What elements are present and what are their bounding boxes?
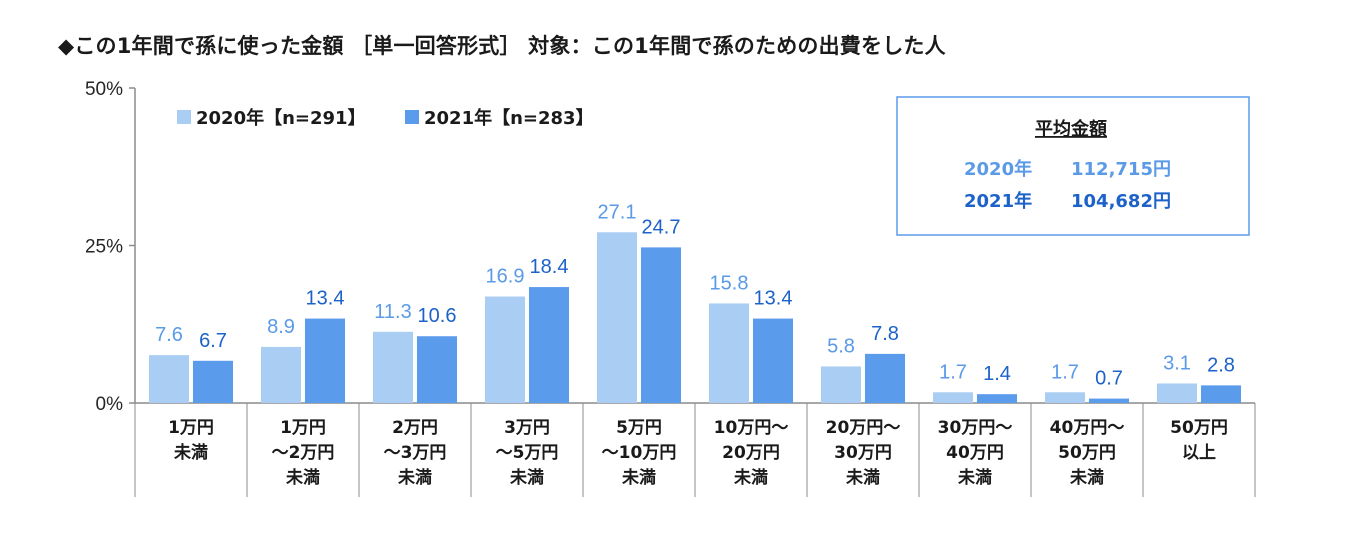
bar-2020: [933, 392, 973, 403]
y-tick-label: 25%: [85, 237, 123, 258]
x-tick-label: 以上: [1182, 443, 1216, 463]
x-tick-label: 未満: [1069, 467, 1104, 488]
bar-2021: [865, 353, 905, 403]
x-tick-label: 1万円: [280, 418, 326, 438]
x-tick-label: ～10万円: [602, 443, 677, 463]
x-tick-label: 20万円: [722, 443, 780, 463]
bar-2020: [709, 303, 749, 403]
legend-swatch-2021: [405, 110, 419, 124]
bars: [149, 232, 1241, 403]
y-tick-label: 50%: [85, 79, 123, 100]
data-label-2021: 13.4: [754, 288, 793, 310]
x-tick-label: 50万円: [1058, 443, 1116, 463]
x-tick-label: 40万円: [946, 443, 1004, 463]
x-tick-label: ～5万円: [496, 443, 559, 463]
bar-2020: [821, 366, 861, 403]
bar-2021: [305, 318, 345, 403]
x-tick-label: 40万円～: [1050, 418, 1125, 438]
x-tick-label: 未満: [733, 467, 768, 488]
data-label-2021: 24.7: [642, 216, 681, 238]
legend-label-2020: 2020年【n=291】: [196, 107, 366, 129]
bar-2020: [149, 355, 189, 403]
bar-2021: [1201, 385, 1241, 403]
bar-2020: [1157, 383, 1197, 403]
average-amount-2020: 112,715円: [1071, 159, 1171, 180]
average-year-2020: 2020年: [964, 158, 1032, 180]
data-label-2021: 0.7: [1095, 368, 1123, 390]
data-label-2020: 8.9: [267, 316, 295, 338]
bar-2020: [373, 331, 413, 403]
bar-2020: [1045, 392, 1085, 403]
data-label-2021: 7.8: [871, 323, 899, 345]
data-label-2021: 1.4: [983, 363, 1011, 385]
average-box-title: 平均金額: [1035, 118, 1107, 140]
value-labels: 7.6 8.9 11.3 16.9 27.1 15.8 5.8 1.7 1.7 3.1 6.7 13.…: [155, 201, 1235, 389]
x-tick-label: 未満: [957, 467, 992, 488]
bar-2020: [485, 296, 525, 403]
x-tick-label: ～2万円: [272, 443, 335, 463]
bar-2020: [261, 346, 301, 403]
x-tick-label: 未満: [621, 467, 656, 488]
x-tick-label: 未満: [397, 467, 432, 488]
x-tick-label: 未満: [285, 467, 320, 488]
average-year-2021: 2021年: [964, 190, 1032, 212]
legend-swatch-2020: [177, 110, 191, 124]
x-tick-label: 3万円: [504, 418, 550, 438]
x-tick-label: 2万円: [392, 418, 438, 438]
data-label-2020: 16.9: [486, 266, 525, 288]
x-tick-label: 未満: [173, 442, 208, 463]
bar-2021: [193, 360, 233, 403]
legend: 2020年【n=291】 2021年【n=283】: [177, 107, 594, 129]
data-label-2021: 6.7: [199, 330, 227, 352]
data-label-2021: 18.4: [530, 256, 569, 278]
data-label-2020: 11.3: [374, 301, 411, 323]
x-tick-label: 30万円～: [938, 418, 1013, 438]
bar-2021: [417, 336, 457, 403]
x-tick-label: 20万円～: [826, 418, 901, 438]
x-tick-label: 10万円～: [714, 418, 789, 438]
data-label-2021: 13.4: [306, 288, 345, 310]
average-amount-2021: 104,682円: [1071, 191, 1171, 212]
x-tick-label: 30万円: [834, 443, 892, 463]
data-label-2020: 15.8: [710, 272, 749, 294]
data-label-2021: 2.8: [1207, 354, 1235, 376]
bar-2021: [641, 247, 681, 403]
legend-label-2021: 2021年【n=283】: [424, 107, 594, 129]
bar-2021: [529, 287, 569, 403]
bar-2021: [1089, 398, 1129, 403]
data-label-2020: 5.8: [827, 335, 855, 357]
data-label-2020: 1.7: [1051, 361, 1079, 383]
x-tick-label: 未満: [845, 467, 880, 488]
x-tick-label: 1万円: [168, 418, 214, 438]
data-label-2020: 1.7: [939, 361, 967, 383]
x-tick-label: ～3万円: [384, 443, 447, 463]
category-labels: 1万円未満1万円～2万円未満2万円～3万円未満3万円～5万円未満5万円～10万円…: [168, 418, 1228, 488]
data-label-2020: 27.1: [598, 201, 637, 223]
y-tick-label: 0%: [96, 394, 124, 415]
bar-2020: [597, 232, 637, 403]
data-label-2020: 3.1: [1163, 352, 1191, 374]
data-label-2020: 7.6: [155, 324, 183, 346]
bar-2021: [753, 318, 793, 403]
x-tick-label: 50万円: [1170, 418, 1228, 438]
x-tick-label: 未満: [509, 467, 544, 488]
bar-2021: [977, 394, 1017, 403]
data-label-2021: 10.6: [418, 305, 457, 327]
chart-title: ◆この1年間で孫に使った金額 ［単一回答形式］ 対象：この1年間で孫のための出費…: [58, 34, 946, 58]
average-box-frame: [896, 96, 1250, 236]
x-tick-label: 5万円: [616, 418, 662, 438]
